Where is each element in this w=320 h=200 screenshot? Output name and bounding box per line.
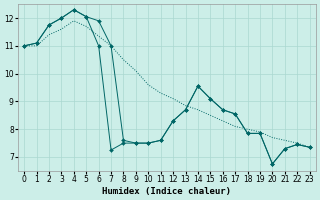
X-axis label: Humidex (Indice chaleur): Humidex (Indice chaleur) bbox=[102, 187, 231, 196]
